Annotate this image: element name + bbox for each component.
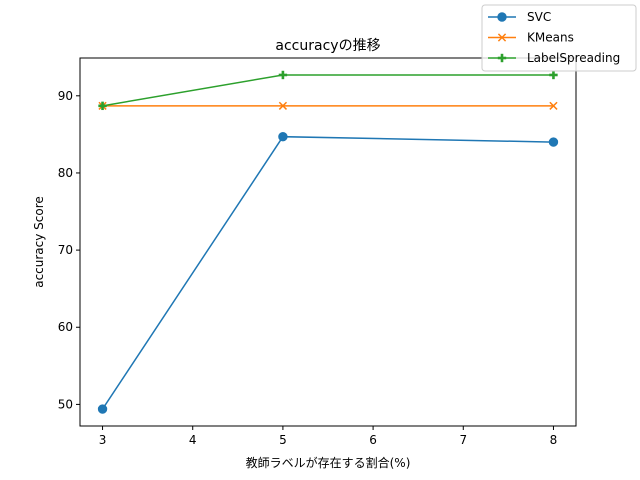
- y-tick-label: 80: [58, 166, 73, 180]
- x-tick-label: 6: [369, 433, 377, 447]
- data-point-labelspreading: [278, 70, 288, 80]
- legend-item-svc: SVC: [488, 10, 551, 24]
- series-kmeans: [98, 101, 558, 110]
- y-tick-label: 60: [58, 320, 73, 334]
- legend-label: LabelSpreading: [527, 51, 620, 65]
- x-tick-label: 5: [279, 433, 287, 447]
- legend-label: SVC: [527, 10, 551, 24]
- chart-title: accuracyの推移: [275, 38, 380, 54]
- plot-frame: [79, 57, 577, 427]
- x-axis: 3 4 5 6 7 8: [99, 426, 558, 447]
- data-point-labelspreading: [549, 70, 558, 80]
- y-tick-label: 50: [58, 397, 73, 411]
- data-point-svc: [97, 404, 108, 414]
- x-tick-label: 8: [550, 433, 558, 447]
- legend-marker: [497, 12, 507, 22]
- legend-marker: [497, 53, 507, 63]
- legend: SVC KMeans LabelSpreading: [481, 4, 637, 72]
- series-line-svc: [101, 135, 554, 410]
- data-point-kmeans: [549, 101, 558, 110]
- data-point-kmeans: [278, 101, 288, 110]
- data-point-svc: [548, 137, 559, 147]
- x-tick-label: 4: [189, 433, 197, 447]
- series-labelspreading: [98, 70, 558, 111]
- legend-box: [481, 4, 637, 72]
- legend-item-kmeans: KMeans: [488, 31, 574, 45]
- x-tick-label: 3: [99, 433, 107, 447]
- legend-marker: [497, 33, 507, 42]
- legend-item-labelspreading: LabelSpreading: [488, 51, 620, 65]
- series-svc: [97, 131, 559, 414]
- data-point-labelspreading: [98, 101, 107, 111]
- x-axis-label: 教師ラベルが存在する割合(%): [246, 455, 411, 470]
- y-axis: 50 60 70 80 90: [58, 89, 80, 411]
- series-layer: [97, 70, 559, 414]
- y-tick-label: 70: [58, 243, 73, 257]
- y-axis-label: accuracy Score: [32, 196, 46, 288]
- x-tick-label: 7: [459, 433, 467, 447]
- legend-label: KMeans: [527, 31, 574, 45]
- y-tick-label: 90: [58, 89, 73, 103]
- data-point-svc: [278, 131, 288, 142]
- series-line-labelspreading: [102, 74, 554, 107]
